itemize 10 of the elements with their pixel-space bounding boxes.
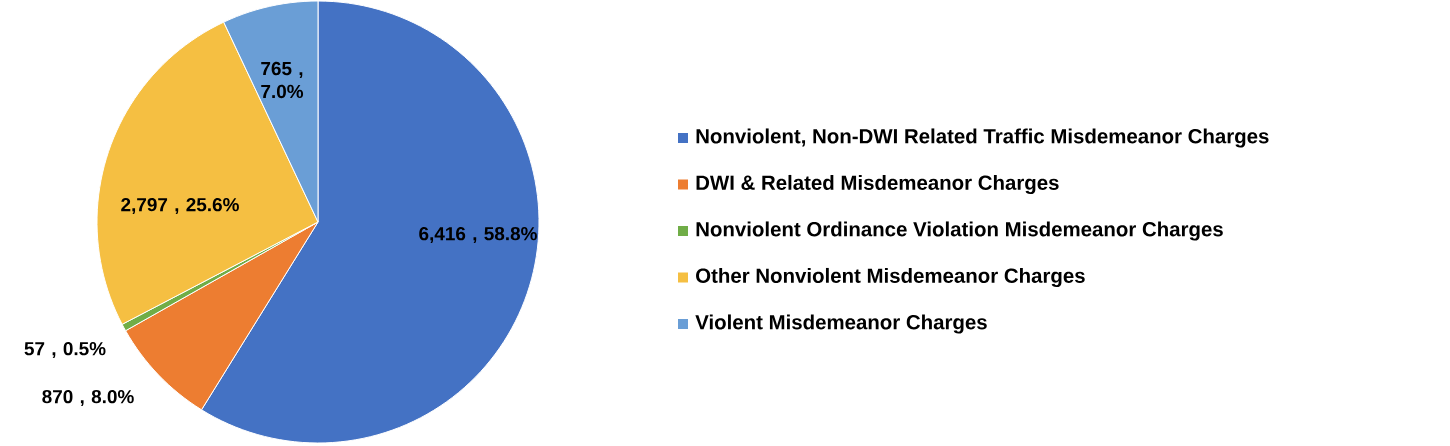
data-label: 2,797 , 25.6%: [121, 197, 239, 215]
legend-label: DWI & Related Misdemeanor Charges: [696, 174, 1059, 195]
data-label: 57 , 0.5%: [24, 341, 106, 359]
legend-label: Nonviolent, Non-DWI Related Traffic Misdemeanor Charges: [696, 128, 1269, 148]
legend-label: Violent Misdemeanor Charges: [695, 314, 987, 334]
data-label: 870 , 8.0%: [42, 389, 134, 407]
legend-label: Nonviolent Ordinance Violation Misdemeanor Charges: [696, 221, 1223, 241]
legend-label: Other Nonviolent Misdemeanor Charges: [696, 267, 1085, 288]
data-label: 6,416 , 58.8%: [419, 226, 537, 244]
data-label: 765 , 7.0%: [261, 61, 304, 99]
